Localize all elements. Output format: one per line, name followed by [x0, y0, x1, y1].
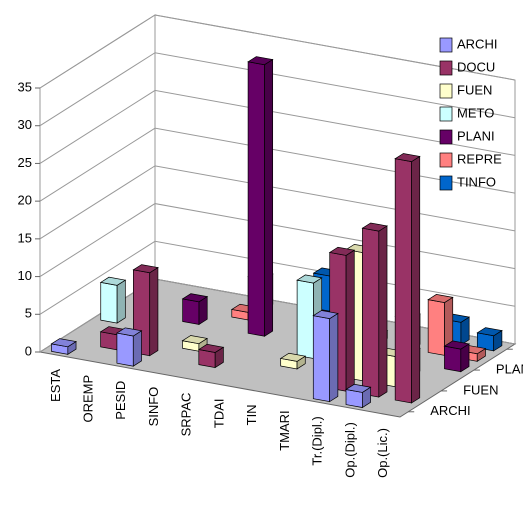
x-tick-label: PESID	[113, 381, 128, 420]
bar	[394, 153, 421, 404]
bar	[443, 340, 470, 373]
legend-label: ARCHI	[457, 36, 497, 51]
legend-label: FUEN	[457, 82, 492, 97]
x-tick-label: Tr.(Dipl.)	[310, 416, 325, 465]
bar-side	[411, 155, 421, 404]
bar	[50, 338, 77, 355]
grid-line	[39, 52, 516, 127]
grid-line	[39, 89, 516, 164]
bar-top	[132, 264, 159, 274]
y-tick-label: 20	[18, 193, 32, 208]
bar-top	[247, 56, 274, 66]
bar-front	[296, 279, 314, 359]
depth-label: PLANI	[496, 362, 523, 377]
bar	[312, 310, 339, 403]
bar-front	[394, 158, 412, 404]
x-tick-label: Op.(Lic.)	[375, 428, 390, 478]
bar-top	[50, 338, 77, 348]
depth-label: FUEN	[463, 382, 498, 397]
bar-side	[132, 330, 142, 367]
legend-label: PLANI	[457, 128, 495, 143]
legend-swatch	[439, 60, 453, 76]
y-tick-label: 15	[18, 230, 32, 245]
bar-top	[279, 352, 307, 362]
bar	[361, 222, 388, 398]
bar-top	[296, 274, 323, 284]
legend-label: METO	[457, 105, 494, 120]
legend-label: REPRE	[457, 151, 502, 166]
bar	[181, 293, 209, 326]
legend-swatch	[439, 129, 453, 145]
legend-swatch	[439, 152, 453, 168]
legend-label: DOCU	[457, 59, 495, 74]
legend-swatch	[439, 83, 453, 99]
bar	[345, 383, 372, 409]
bar	[476, 327, 503, 352]
bar-side	[116, 279, 126, 324]
bar	[279, 352, 307, 370]
bar-top	[181, 335, 209, 345]
y-tick-label: 25	[18, 155, 32, 170]
grid-line	[39, 14, 516, 89]
bar-top	[99, 276, 127, 286]
legend-swatch	[439, 106, 453, 122]
bar-side	[378, 225, 388, 398]
bar-front	[312, 315, 330, 403]
bar-side	[329, 312, 339, 403]
bar-side	[264, 58, 274, 337]
bar	[197, 343, 225, 369]
bar-top	[115, 327, 143, 337]
bar-front	[182, 298, 200, 325]
bar-top	[427, 294, 454, 303]
bar-side	[345, 249, 355, 392]
legend-label: TINFO	[457, 174, 496, 189]
bar-front	[247, 61, 265, 337]
y-tick-label: 10	[18, 268, 32, 283]
y-tick-label: 0	[25, 343, 32, 358]
bar-top	[361, 222, 388, 232]
bar-front	[116, 332, 134, 367]
y-tick-label: 5	[25, 306, 32, 321]
bar-top	[345, 383, 372, 393]
x-tick-label: ESTA	[48, 369, 63, 402]
x-tick-label: TMARI	[277, 410, 292, 450]
legend-swatch	[439, 37, 453, 53]
bar-front	[362, 227, 380, 398]
bar-top	[394, 153, 421, 163]
x-tick-label: OREMP	[81, 375, 96, 423]
bar-top	[197, 343, 225, 353]
legend-swatch	[439, 175, 453, 191]
bar-top	[312, 310, 339, 320]
y-tick-label: 30	[18, 117, 32, 132]
y-tick-label: 35	[18, 79, 32, 94]
bar	[99, 276, 127, 324]
bar	[115, 327, 143, 367]
bar-side	[149, 266, 159, 357]
x-tick-label: Op.(Dipl.)	[342, 422, 357, 478]
bar	[427, 294, 454, 357]
bar-front	[444, 345, 462, 373]
bar-top	[181, 293, 209, 303]
bar-front	[427, 299, 445, 356]
x-tick-label: TIN	[244, 404, 259, 425]
x-tick-label: TDAI	[211, 399, 226, 429]
x-tick-label: SRPAC	[179, 393, 194, 437]
bar-top	[443, 340, 470, 350]
bar	[247, 56, 274, 337]
bar-front	[100, 281, 118, 324]
bar-top	[328, 246, 356, 256]
x-tick-label: SINFO	[146, 387, 161, 427]
bar-top	[476, 327, 503, 337]
depth-label: ARCHI	[430, 403, 470, 418]
